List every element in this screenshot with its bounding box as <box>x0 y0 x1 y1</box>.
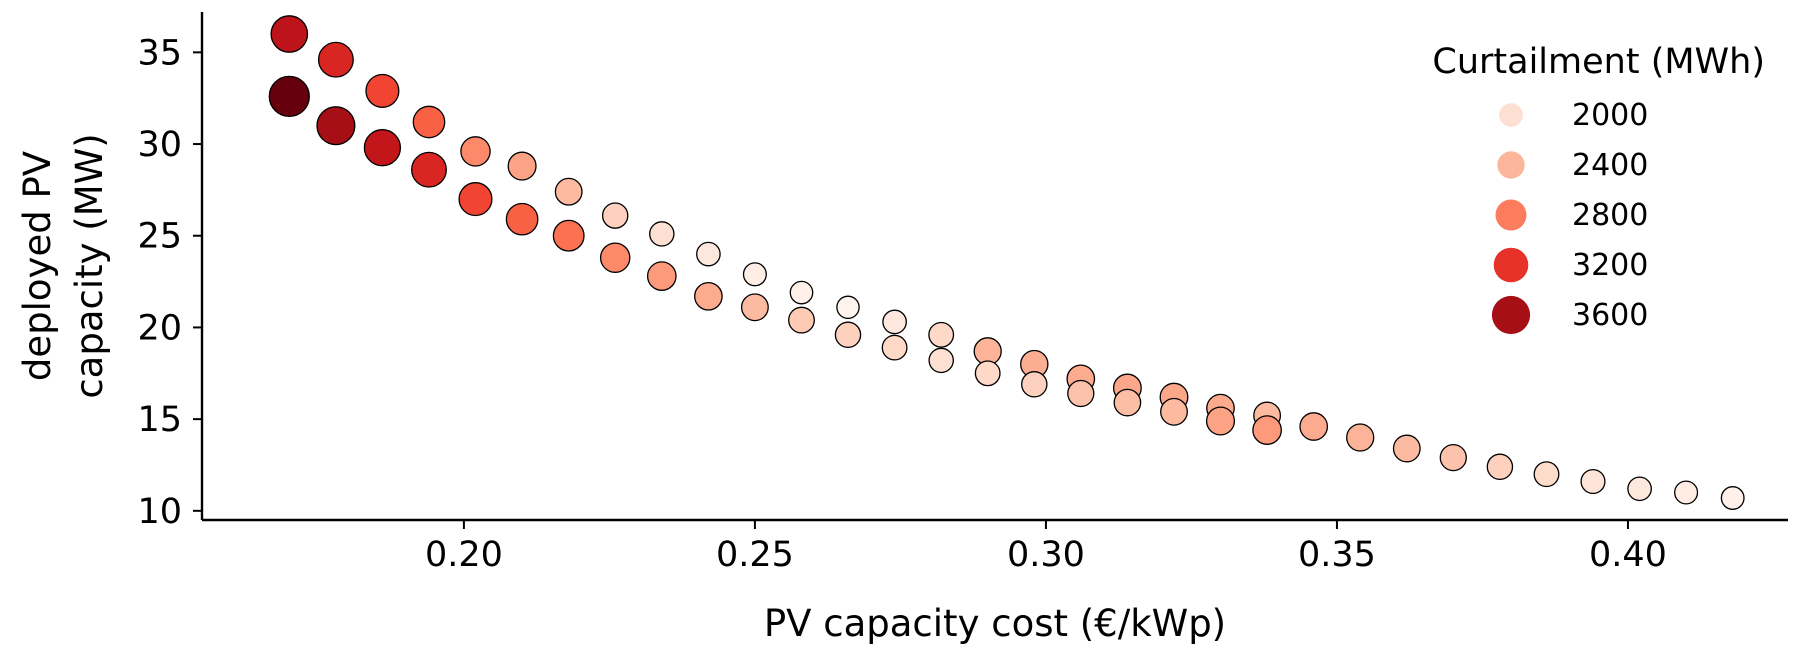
y-tick-label: 15 <box>137 400 182 440</box>
x-tick-label: 0.20 <box>425 535 503 575</box>
data-point <box>507 151 537 181</box>
data-point <box>1113 388 1142 417</box>
y-tick-label: 25 <box>137 217 182 257</box>
legend-marker <box>1495 199 1527 231</box>
data-point <box>554 177 583 206</box>
legend: Curtailment (MWh) 2000 2400 2800 3200 3600 <box>1432 42 1765 335</box>
data-point <box>836 295 860 320</box>
data-point <box>649 221 675 247</box>
data-point <box>460 136 491 167</box>
legend-label: 2800 <box>1572 198 1648 233</box>
data-point <box>1392 434 1421 463</box>
x-tick-label: 0.30 <box>1007 535 1085 575</box>
data-points <box>268 15 1745 510</box>
data-point <box>1067 379 1095 408</box>
data-point <box>646 261 677 291</box>
data-point <box>789 280 814 305</box>
data-point <box>317 41 354 78</box>
x-tick-label: 0.40 <box>1589 535 1667 575</box>
data-point <box>270 15 309 53</box>
y-axis-title: deployed PV capacity (MW) <box>16 133 111 398</box>
data-point <box>694 281 723 311</box>
data-point <box>1533 461 1560 488</box>
legend-items: 2000 2400 2800 3200 3600 <box>1491 98 1648 335</box>
data-point <box>928 321 955 348</box>
data-point <box>742 262 767 287</box>
x-tick-label: 0.25 <box>716 535 794 575</box>
legend-marker <box>1499 103 1523 127</box>
data-point <box>1205 406 1236 436</box>
y-axis-title-line: capacity (MW) <box>68 133 111 398</box>
data-point <box>834 321 862 349</box>
y-axis-title-line: deployed PV <box>16 151 59 381</box>
data-point <box>1160 397 1188 426</box>
y-tick-label: 35 <box>137 33 182 73</box>
legend-label: 3600 <box>1572 298 1648 333</box>
data-point <box>411 151 447 188</box>
y-axis-ticks: 10 15 20 25 30 35 <box>137 33 202 532</box>
data-point <box>316 106 356 146</box>
data-point <box>458 182 493 217</box>
y-tick-label: 10 <box>137 492 182 532</box>
data-point <box>696 241 721 267</box>
data-point <box>740 293 769 322</box>
data-point <box>1627 476 1652 502</box>
data-point <box>1486 453 1514 481</box>
data-point <box>1299 412 1329 441</box>
x-axis-title: PV capacity cost (€/kWp) <box>764 602 1226 645</box>
data-point <box>881 334 908 361</box>
legend-label: 3200 <box>1572 248 1648 283</box>
data-point <box>788 306 815 334</box>
data-point <box>552 219 585 252</box>
axes: 0.20 0.25 0.30 0.35 0.40 10 15 20 25 30 35 <box>137 12 1788 575</box>
legend-label: 2000 <box>1572 98 1648 133</box>
legend-marker <box>1497 151 1525 179</box>
data-point <box>974 360 1001 387</box>
data-point <box>882 309 907 335</box>
data-point <box>363 129 402 167</box>
y-tick-label: 20 <box>137 308 182 348</box>
data-point <box>505 202 539 236</box>
data-point <box>1439 443 1467 472</box>
legend-marker <box>1493 247 1529 283</box>
data-point <box>928 347 954 374</box>
data-point <box>1346 423 1375 452</box>
legend-label: 2400 <box>1572 148 1648 183</box>
data-point <box>1674 480 1699 505</box>
data-point <box>1252 415 1282 445</box>
legend-marker <box>1491 295 1531 335</box>
y-tick-label: 30 <box>137 125 182 165</box>
data-point <box>412 105 446 139</box>
data-point <box>601 202 629 229</box>
data-point <box>268 75 310 118</box>
data-point <box>1021 371 1048 398</box>
legend-title: Curtailment (MWh) <box>1432 42 1765 82</box>
data-point <box>599 242 631 273</box>
x-tick-label: 0.35 <box>1298 535 1376 575</box>
data-point <box>1580 468 1606 495</box>
data-point <box>365 73 400 108</box>
data-point <box>1720 486 1745 510</box>
x-axis-ticks: 0.20 0.25 0.30 0.35 0.40 <box>425 520 1667 575</box>
